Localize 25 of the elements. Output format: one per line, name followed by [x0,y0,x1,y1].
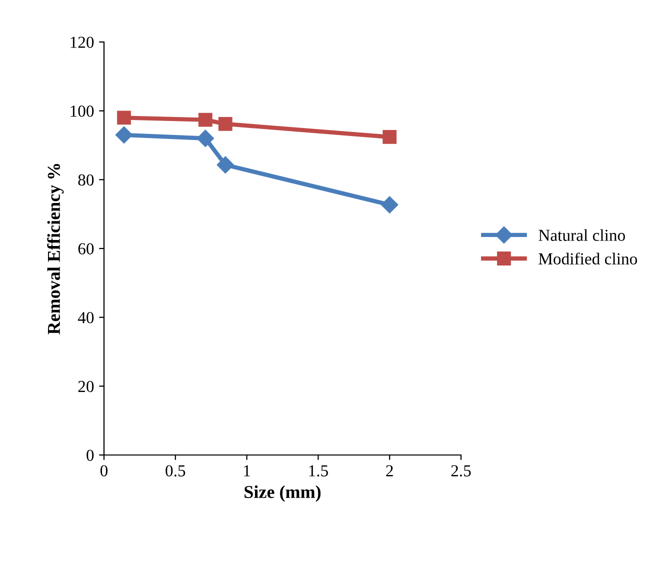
x-tick-label: 2.5 [451,465,471,477]
x-tick-label: 0.5 [166,465,186,477]
x-tick-label: 2 [386,465,393,476]
legend-label: Natural clino [538,229,625,241]
point [218,116,232,131]
x-tick-label: 1 [244,465,250,476]
y-tick-label: 60 [78,243,94,254]
point [196,130,214,147]
x-tick-label: 0 [100,465,108,476]
point [216,156,234,174]
point [382,130,397,144]
y-tick-label: 100 [70,106,94,117]
y-tick-label: 0 [86,450,94,461]
legend-label: Modified clino [538,252,638,264]
y-tick-label: 20 [78,380,94,392]
x-tick-label: 1.5 [309,465,328,477]
y-axis-title: Removal Efficiency % [47,164,64,334]
point [381,196,398,214]
y-tick-label: 120 [70,36,94,48]
x-axis-title: Size (mm) [244,485,321,502]
point [198,112,212,127]
y-tick-label: 80 [78,174,94,186]
point [115,126,133,144]
point [117,110,131,125]
y-tick-label: 40 [78,312,94,324]
